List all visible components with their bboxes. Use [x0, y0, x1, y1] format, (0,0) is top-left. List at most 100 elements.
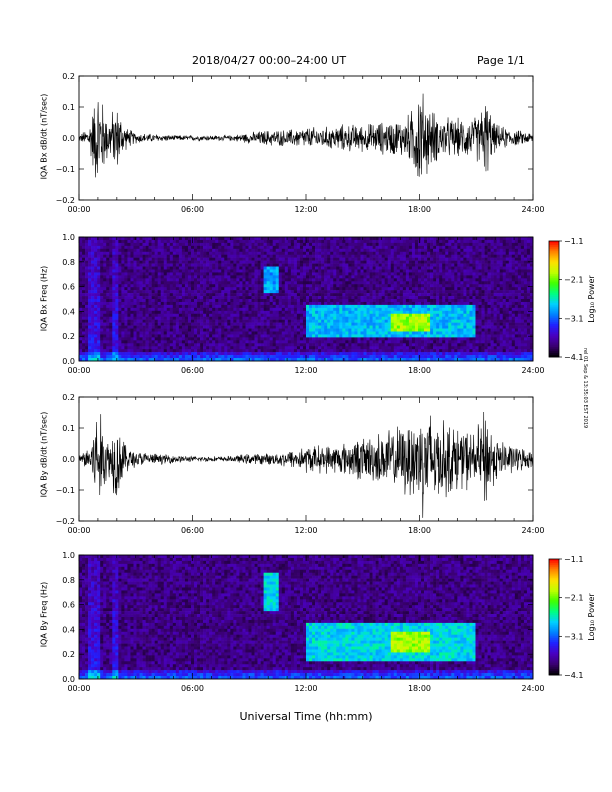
- panel2-heat-cell: [178, 355, 183, 359]
- panel2-heat-cell: [357, 248, 361, 253]
- panel2-heat-cell: [378, 340, 382, 344]
- panel2-heat-cell: [433, 237, 437, 241]
- panel2-heat-cell: [145, 334, 149, 338]
- panel2-heat-cell: [421, 266, 425, 270]
- panel2-heat-cell: [172, 304, 177, 309]
- panel2-heat-cell: [94, 251, 98, 256]
- panel2-heat-cell: [248, 325, 252, 329]
- panel2-heat-cell: [290, 275, 295, 279]
- panel2-heat-cell: [100, 343, 104, 347]
- panel2-heat-cell: [257, 296, 261, 300]
- panel2-heat-cell: [124, 301, 128, 306]
- panel2-heat-cell: [330, 237, 334, 241]
- panel2-heat-cell: [151, 313, 155, 318]
- panel2-heat-cell: [151, 290, 155, 294]
- panel2-heat-cell: [203, 343, 207, 347]
- panel2-heat-cell: [100, 251, 104, 256]
- panel2-heat-cell: [88, 301, 92, 306]
- panel2-heat-cell: [230, 269, 234, 273]
- panel2-heat-cell: [408, 251, 413, 256]
- panel2-heat-cell: [414, 316, 419, 320]
- panel2-heat-cell: [281, 290, 286, 294]
- panel2-heat-cell: [169, 293, 174, 297]
- panel2-heat-cell: [390, 349, 395, 353]
- panel2-heat-cell: [299, 239, 304, 244]
- panel2-heat-cell: [427, 239, 431, 244]
- panel2-heat-cell: [324, 239, 328, 244]
- panel2-heat-cell: [203, 331, 207, 335]
- panel2-heat-cell: [393, 269, 398, 273]
- panel2-heat-cell: [100, 337, 104, 341]
- panel2-heat-cell: [230, 257, 234, 261]
- panel2-heat-cell: [281, 319, 286, 323]
- panel2-heat-cell: [339, 266, 343, 270]
- panel2-heat-cell: [393, 287, 398, 291]
- panel2-heat-cell: [321, 304, 325, 309]
- panel2-heat-cell: [281, 307, 286, 312]
- panel2-heat-cell: [242, 287, 246, 291]
- panel2-heat-cell: [218, 319, 222, 323]
- panel2-heat-cell: [221, 346, 225, 350]
- panel2-heat-cell: [236, 301, 240, 306]
- panel2-heat-cell: [197, 331, 201, 335]
- panel2-heat-cell: [245, 272, 249, 276]
- panel2-heat-cell: [284, 340, 289, 344]
- panel2-heat-cell: [302, 245, 307, 250]
- panel2-heat-cell: [79, 266, 83, 270]
- panel2-heat-cell: [221, 340, 225, 344]
- panel2-heat-cell: [387, 239, 392, 244]
- panel2-heat-cell: [227, 310, 231, 315]
- panel2-heat-cell: [321, 343, 325, 347]
- panel2-heat-cell: [354, 239, 358, 244]
- panel2-heat-cell: [293, 307, 298, 312]
- panel2-heat-cell: [206, 275, 210, 279]
- panel2-heat-cell: [242, 278, 246, 282]
- panel2-heat-cell: [399, 310, 404, 315]
- panel2-heat-cell: [233, 313, 237, 318]
- panel2-heat-cell: [230, 293, 234, 297]
- panel2-heat-cell: [333, 322, 337, 326]
- panel2-heat-cell: [169, 316, 174, 320]
- panel2-heat-cell: [275, 346, 280, 350]
- panel2-heat-cell: [85, 287, 89, 291]
- panel2-heat-cell: [399, 254, 404, 258]
- panel2-heat-cell: [127, 251, 131, 256]
- panel2-heat-cell: [242, 296, 246, 300]
- panel2-heat-cell: [112, 340, 116, 344]
- panel2-heat-cell: [151, 331, 155, 335]
- panel2-heat-cell: [215, 278, 219, 282]
- panel2-heat-cell: [427, 257, 431, 261]
- panel2-heat-cell: [166, 278, 171, 282]
- panel2-heat-cell: [242, 275, 246, 279]
- panel2-heat-cell: [345, 328, 349, 332]
- panel2-heat-cell: [281, 310, 286, 315]
- panel2-heat-cell: [94, 355, 98, 359]
- panel2-heat-cell: [172, 322, 177, 326]
- panel2-heat-cell: [357, 290, 361, 294]
- panel2-heat-cell: [157, 239, 162, 244]
- panel2-heat-cell: [209, 358, 213, 362]
- panel2-heat-cell: [254, 307, 258, 312]
- panel2-heat-cell: [184, 325, 189, 329]
- panel2-heat-cell: [281, 237, 286, 241]
- panel2-heat-cell: [333, 245, 337, 250]
- panel2-heat-cell: [218, 248, 222, 253]
- panel2-heat-cell: [302, 281, 307, 285]
- panel2-heat-cell: [212, 269, 216, 273]
- panel2-heat-cell: [248, 331, 252, 335]
- panel2-heat-cell: [306, 316, 310, 320]
- panel2-heat-cell: [378, 346, 382, 350]
- panel1-xtick-label: 18:00: [408, 205, 431, 214]
- panel2-heat-cell: [218, 316, 222, 320]
- panel2-heat-cell: [218, 299, 222, 303]
- panel2-heat-cell: [209, 337, 213, 341]
- panel2-heat-cell: [160, 281, 165, 285]
- panel2-heat-cell: [197, 313, 201, 318]
- panel2-heat-cell: [242, 328, 246, 332]
- panel2-heat-cell: [318, 257, 322, 261]
- panel2-heat-cell: [339, 242, 343, 247]
- panel2-heat-cell: [306, 346, 310, 350]
- panel2-heat-cell: [411, 313, 416, 318]
- panel2-heat-cell: [145, 346, 149, 350]
- panel2-heat-cell: [160, 299, 165, 303]
